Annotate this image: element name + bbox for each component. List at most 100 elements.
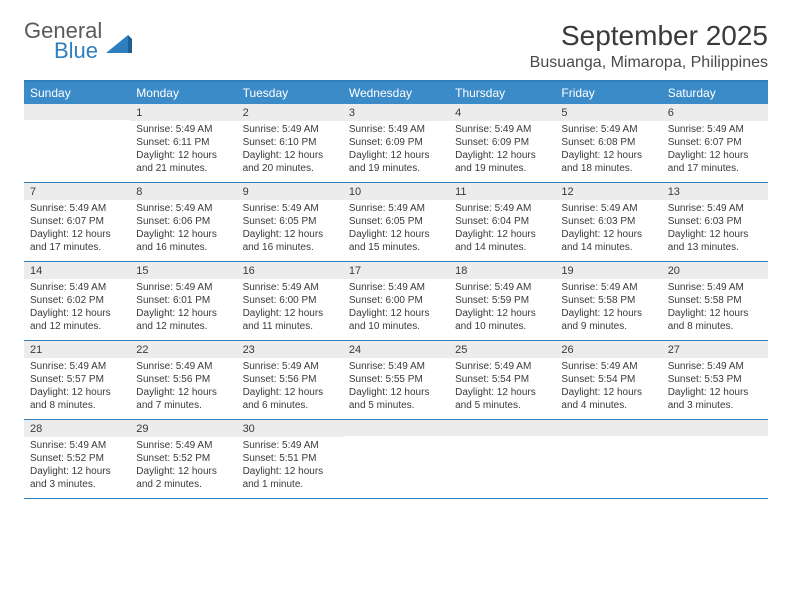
- day-number: 25: [449, 341, 555, 358]
- day-number: [449, 420, 555, 436]
- sunrise-text: Sunrise: 5:49 AM: [136, 123, 230, 136]
- cell-body: Sunrise: 5:49 AMSunset: 5:58 PMDaylight:…: [662, 279, 768, 337]
- daylight-text: Daylight: 12 hours and 2 minutes.: [136, 465, 230, 491]
- sunset-text: Sunset: 5:59 PM: [455, 294, 549, 307]
- sunset-text: Sunset: 6:04 PM: [455, 215, 549, 228]
- calendar-cell: 28Sunrise: 5:49 AMSunset: 5:52 PMDayligh…: [24, 420, 130, 498]
- sunset-text: Sunset: 5:54 PM: [561, 373, 655, 386]
- cell-body: Sunrise: 5:49 AMSunset: 5:51 PMDaylight:…: [237, 437, 343, 495]
- sunset-text: Sunset: 6:08 PM: [561, 136, 655, 149]
- sunrise-text: Sunrise: 5:49 AM: [136, 281, 230, 294]
- day-number: 4: [449, 104, 555, 121]
- cell-body: Sunrise: 5:49 AMSunset: 5:58 PMDaylight:…: [555, 279, 661, 337]
- daylight-text: Daylight: 12 hours and 9 minutes.: [561, 307, 655, 333]
- day-number: 6: [662, 104, 768, 121]
- sunrise-text: Sunrise: 5:49 AM: [455, 360, 549, 373]
- calendar-cell: 7Sunrise: 5:49 AMSunset: 6:07 PMDaylight…: [24, 183, 130, 261]
- calendar-cell: 14Sunrise: 5:49 AMSunset: 6:02 PMDayligh…: [24, 262, 130, 340]
- calendar-cell: 8 Sunrise: 5:49 AMSunset: 6:06 PMDaylight…: [130, 183, 236, 261]
- day-number: 22: [130, 341, 236, 358]
- calendar-cell: [343, 420, 449, 498]
- sunrise-text: Sunrise: 5:49 AM: [668, 202, 762, 215]
- daylight-text: Daylight: 12 hours and 12 minutes.: [136, 307, 230, 333]
- daylight-text: Daylight: 12 hours and 3 minutes.: [668, 386, 762, 412]
- daylight-text: Daylight: 12 hours and 16 minutes.: [136, 228, 230, 254]
- sunset-text: Sunset: 5:52 PM: [136, 452, 230, 465]
- daylight-text: Daylight: 12 hours and 15 minutes.: [349, 228, 443, 254]
- sunrise-text: Sunrise: 5:49 AM: [30, 281, 124, 294]
- page: General Blue September 2025 Busuanga, Mi…: [0, 0, 792, 519]
- daylight-text: Daylight: 12 hours and 5 minutes.: [455, 386, 549, 412]
- day-number: 24: [343, 341, 449, 358]
- day-number: [24, 104, 130, 120]
- sunrise-text: Sunrise: 5:49 AM: [243, 202, 337, 215]
- day-number: 30: [237, 420, 343, 437]
- sunset-text: Sunset: 6:00 PM: [243, 294, 337, 307]
- calendar-cell: [555, 420, 661, 498]
- cell-body: Sunrise: 5:49 AMSunset: 6:01 PMDaylight:…: [130, 279, 236, 337]
- sunset-text: Sunset: 5:58 PM: [668, 294, 762, 307]
- cell-body: Sunrise: 5:49 AMSunset: 5:54 PMDaylight:…: [555, 358, 661, 416]
- daylight-text: Daylight: 12 hours and 8 minutes.: [668, 307, 762, 333]
- sunset-text: Sunset: 6:07 PM: [30, 215, 124, 228]
- calendar-cell: 9Sunrise: 5:49 AMSunset: 6:05 PMDaylight…: [237, 183, 343, 261]
- logo-word2: Blue: [54, 40, 102, 62]
- cell-body: Sunrise: 5:49 AMSunset: 5:53 PMDaylight:…: [662, 358, 768, 416]
- cell-body: Sunrise: 5:49 AMSunset: 6:00 PMDaylight:…: [343, 279, 449, 337]
- calendar-cell: 29Sunrise: 5:49 AMSunset: 5:52 PMDayligh…: [130, 420, 236, 498]
- calendar-cell: 3Sunrise: 5:49 AMSunset: 6:09 PMDaylight…: [343, 104, 449, 182]
- logo-triangle-icon: [106, 31, 132, 53]
- calendar-cell: [24, 104, 130, 182]
- calendar-cell: 26Sunrise: 5:49 AMSunset: 5:54 PMDayligh…: [555, 341, 661, 419]
- sunset-text: Sunset: 5:56 PM: [136, 373, 230, 386]
- daylight-text: Daylight: 12 hours and 7 minutes.: [136, 386, 230, 412]
- calendar-cell: 19Sunrise: 5:49 AMSunset: 5:58 PMDayligh…: [555, 262, 661, 340]
- calendar-cell: 23Sunrise: 5:49 AMSunset: 5:56 PMDayligh…: [237, 341, 343, 419]
- day-number: 29: [130, 420, 236, 437]
- daylight-text: Daylight: 12 hours and 5 minutes.: [349, 386, 443, 412]
- day-header: Thursday: [449, 82, 555, 104]
- week-row: 21Sunrise: 5:49 AMSunset: 5:57 PMDayligh…: [24, 341, 768, 420]
- sunset-text: Sunset: 6:05 PM: [243, 215, 337, 228]
- calendar-cell: 30Sunrise: 5:49 AMSunset: 5:51 PMDayligh…: [237, 420, 343, 498]
- sunrise-text: Sunrise: 5:49 AM: [349, 202, 443, 215]
- cell-body: Sunrise: 5:49 AMSunset: 5:52 PMDaylight:…: [24, 437, 130, 495]
- daylight-text: Daylight: 12 hours and 21 minutes.: [136, 149, 230, 175]
- calendar-cell: 27Sunrise: 5:49 AMSunset: 5:53 PMDayligh…: [662, 341, 768, 419]
- cell-body: Sunrise: 5:49 AMSunset: 5:59 PMDaylight:…: [449, 279, 555, 337]
- daylight-text: Daylight: 12 hours and 16 minutes.: [243, 228, 337, 254]
- day-number: 8: [130, 183, 236, 200]
- day-header: Sunday: [24, 82, 130, 104]
- calendar-cell: 18Sunrise: 5:49 AMSunset: 5:59 PMDayligh…: [449, 262, 555, 340]
- sunset-text: Sunset: 6:09 PM: [455, 136, 549, 149]
- sunrise-text: Sunrise: 5:49 AM: [136, 202, 230, 215]
- calendar-cell: 4Sunrise: 5:49 AMSunset: 6:09 PMDaylight…: [449, 104, 555, 182]
- daylight-text: Daylight: 12 hours and 12 minutes.: [30, 307, 124, 333]
- day-number: 19: [555, 262, 661, 279]
- sunset-text: Sunset: 5:54 PM: [455, 373, 549, 386]
- sunrise-text: Sunrise: 5:49 AM: [136, 360, 230, 373]
- day-number: 21: [24, 341, 130, 358]
- calendar-cell: 13Sunrise: 5:49 AMSunset: 6:03 PMDayligh…: [662, 183, 768, 261]
- month-title: September 2025: [530, 20, 768, 52]
- sunset-text: Sunset: 5:51 PM: [243, 452, 337, 465]
- day-headers: SundayMondayTuesdayWednesdayThursdayFrid…: [24, 82, 768, 104]
- daylight-text: Daylight: 12 hours and 18 minutes.: [561, 149, 655, 175]
- sunrise-text: Sunrise: 5:49 AM: [561, 202, 655, 215]
- week-row: 28Sunrise: 5:49 AMSunset: 5:52 PMDayligh…: [24, 420, 768, 499]
- sunset-text: Sunset: 6:06 PM: [136, 215, 230, 228]
- calendar-cell: 24Sunrise: 5:49 AMSunset: 5:55 PMDayligh…: [343, 341, 449, 419]
- sunset-text: Sunset: 6:07 PM: [668, 136, 762, 149]
- calendar-cell: 22 Sunrise: 5:49 AMSunset: 5:56 PMDayligh…: [130, 341, 236, 419]
- day-number: 27: [662, 341, 768, 358]
- day-header: Tuesday: [237, 82, 343, 104]
- day-number: [343, 420, 449, 436]
- day-number: 28: [24, 420, 130, 437]
- calendar-cell: 20Sunrise: 5:49 AMSunset: 5:58 PMDayligh…: [662, 262, 768, 340]
- sunrise-text: Sunrise: 5:49 AM: [243, 123, 337, 136]
- sunrise-text: Sunrise: 5:49 AM: [561, 360, 655, 373]
- sunset-text: Sunset: 5:56 PM: [243, 373, 337, 386]
- sunrise-text: Sunrise: 5:49 AM: [349, 123, 443, 136]
- day-number: 17: [343, 262, 449, 279]
- daylight-text: Daylight: 12 hours and 6 minutes.: [243, 386, 337, 412]
